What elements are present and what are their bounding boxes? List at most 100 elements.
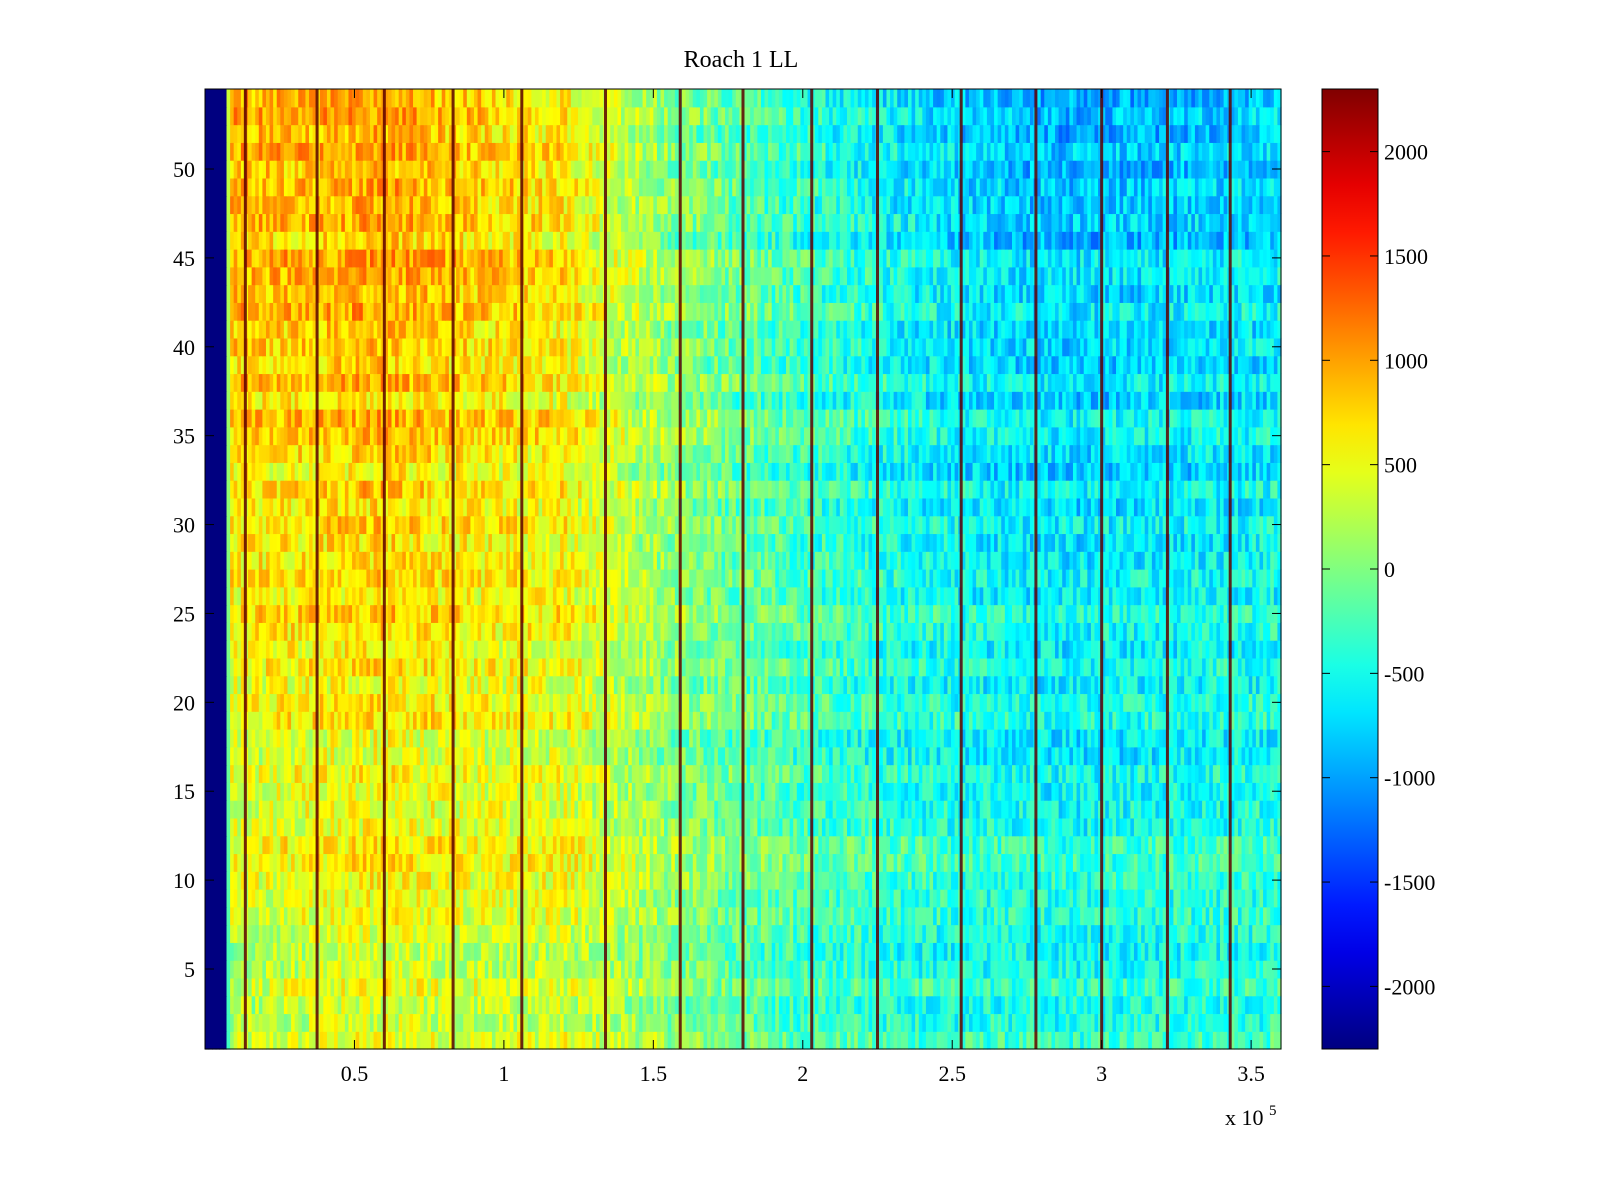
heatmap-cell <box>983 871 988 890</box>
heatmap-cell <box>1076 1013 1081 1032</box>
heatmap-cell <box>319 995 324 1015</box>
heatmap-cell <box>1234 995 1239 1015</box>
heatmap-cell <box>613 746 619 766</box>
heatmap-cell <box>595 835 601 855</box>
heatmap-cell <box>373 889 378 908</box>
heatmap-cell <box>1141 871 1146 890</box>
heatmap-cell <box>262 942 267 961</box>
heatmap-cell <box>1173 800 1178 819</box>
heatmap-cell <box>287 782 292 801</box>
heatmap-cell <box>1058 889 1063 908</box>
heatmap-cell <box>1087 889 1092 908</box>
heatmap-cell <box>287 977 292 997</box>
heatmap-cell <box>847 1013 852 1032</box>
heatmap-cell <box>359 871 364 890</box>
heatmap-cell <box>868 871 873 890</box>
heatmap-cell <box>897 924 902 943</box>
heatmap-cell <box>549 1013 554 1032</box>
heatmap-cell <box>1001 835 1006 855</box>
heatmap-cell <box>1069 906 1074 926</box>
heatmap-cell <box>976 906 981 926</box>
heatmap-cell <box>430 800 436 819</box>
heatmap-cell <box>775 906 780 926</box>
heatmap-cell <box>628 782 633 801</box>
heatmap-cell <box>1202 782 1207 801</box>
heatmap-cell <box>1072 1013 1078 1032</box>
heatmap-cell <box>1012 764 1017 783</box>
heatmap-cell <box>344 942 350 961</box>
heatmap-cell <box>413 942 418 961</box>
heatmap-cell <box>402 835 407 855</box>
heatmap-cell <box>391 853 396 872</box>
heatmap-cell <box>1037 942 1042 961</box>
heatmap-cell <box>1151 924 1157 943</box>
heatmap-cell <box>628 924 633 943</box>
heatmap-cell <box>656 977 662 997</box>
heatmap-cell <box>893 906 898 926</box>
heatmap-cell <box>1205 995 1210 1015</box>
heatmap-cell <box>337 817 342 837</box>
heatmap-cell <box>728 817 733 837</box>
heatmap-cell <box>1255 1031 1261 1050</box>
heatmap-cell <box>825 853 830 872</box>
heatmap-cell <box>954 817 959 837</box>
heatmap-cell <box>1126 906 1131 926</box>
heatmap-cell <box>707 942 712 961</box>
heatmap-cell <box>481 995 486 1015</box>
heatmap-cell <box>552 906 558 926</box>
heatmap-cell <box>262 817 267 837</box>
heatmap-cell <box>818 782 823 801</box>
heatmap-cell <box>545 924 550 943</box>
heatmap-cell <box>1144 764 1149 783</box>
heatmap-cell <box>531 746 536 766</box>
heatmap-cell <box>710 889 715 908</box>
heatmap-cell <box>660 995 665 1015</box>
heatmap-cell <box>595 942 601 961</box>
heatmap-cell <box>861 764 866 783</box>
heatmap-cell <box>610 1031 615 1050</box>
heatmap-cell <box>377 889 382 908</box>
heatmap-cell <box>979 1013 984 1032</box>
heatmap-cell <box>534 942 540 961</box>
heatmap-cell <box>907 817 913 837</box>
heatmap-cell <box>635 764 640 783</box>
heatmap-cell <box>1252 977 1257 997</box>
heatmap-cell <box>768 764 773 783</box>
heatmap-cell <box>581 960 586 979</box>
heatmap-cell <box>488 942 493 961</box>
heatmap-cell <box>1194 977 1200 997</box>
heatmap-cell <box>746 764 751 783</box>
heatmap-cell <box>309 817 314 837</box>
heatmap-cell <box>1216 1013 1221 1032</box>
heatmap-cell <box>897 764 902 783</box>
heatmap-cell <box>499 817 504 837</box>
heatmap-cell <box>918 835 923 855</box>
heatmap-cell <box>1058 924 1063 943</box>
heatmap-cell <box>1108 782 1114 801</box>
heatmap-cell <box>305 800 310 819</box>
heatmap-cell <box>635 871 640 890</box>
heatmap-cell <box>1037 800 1042 819</box>
heatmap-cell <box>1212 1013 1218 1032</box>
heatmap-cell <box>915 995 920 1015</box>
heatmap-cell <box>1001 924 1006 943</box>
heatmap-cell <box>911 889 916 908</box>
heatmap-cell <box>280 782 285 801</box>
heatmap-cell <box>857 889 862 908</box>
heatmap-cell <box>298 817 303 837</box>
heatmap-cell <box>1040 853 1045 872</box>
heatmap-cell <box>782 835 787 855</box>
heatmap-cell <box>233 1013 238 1032</box>
heatmap-cell <box>1202 995 1207 1015</box>
heatmap-cell <box>1237 906 1243 926</box>
heatmap-cell <box>857 853 862 872</box>
heatmap-cell <box>1141 889 1146 908</box>
heatmap-cell <box>789 889 794 908</box>
heatmap-cell <box>986 764 992 783</box>
heatmap-cell <box>1126 960 1131 979</box>
heatmap-cell <box>854 1013 859 1032</box>
heatmap-cell <box>1137 1031 1142 1050</box>
heatmap-cell <box>1040 1031 1045 1050</box>
heatmap-cell <box>430 853 436 872</box>
heatmap-cell <box>456 960 461 979</box>
